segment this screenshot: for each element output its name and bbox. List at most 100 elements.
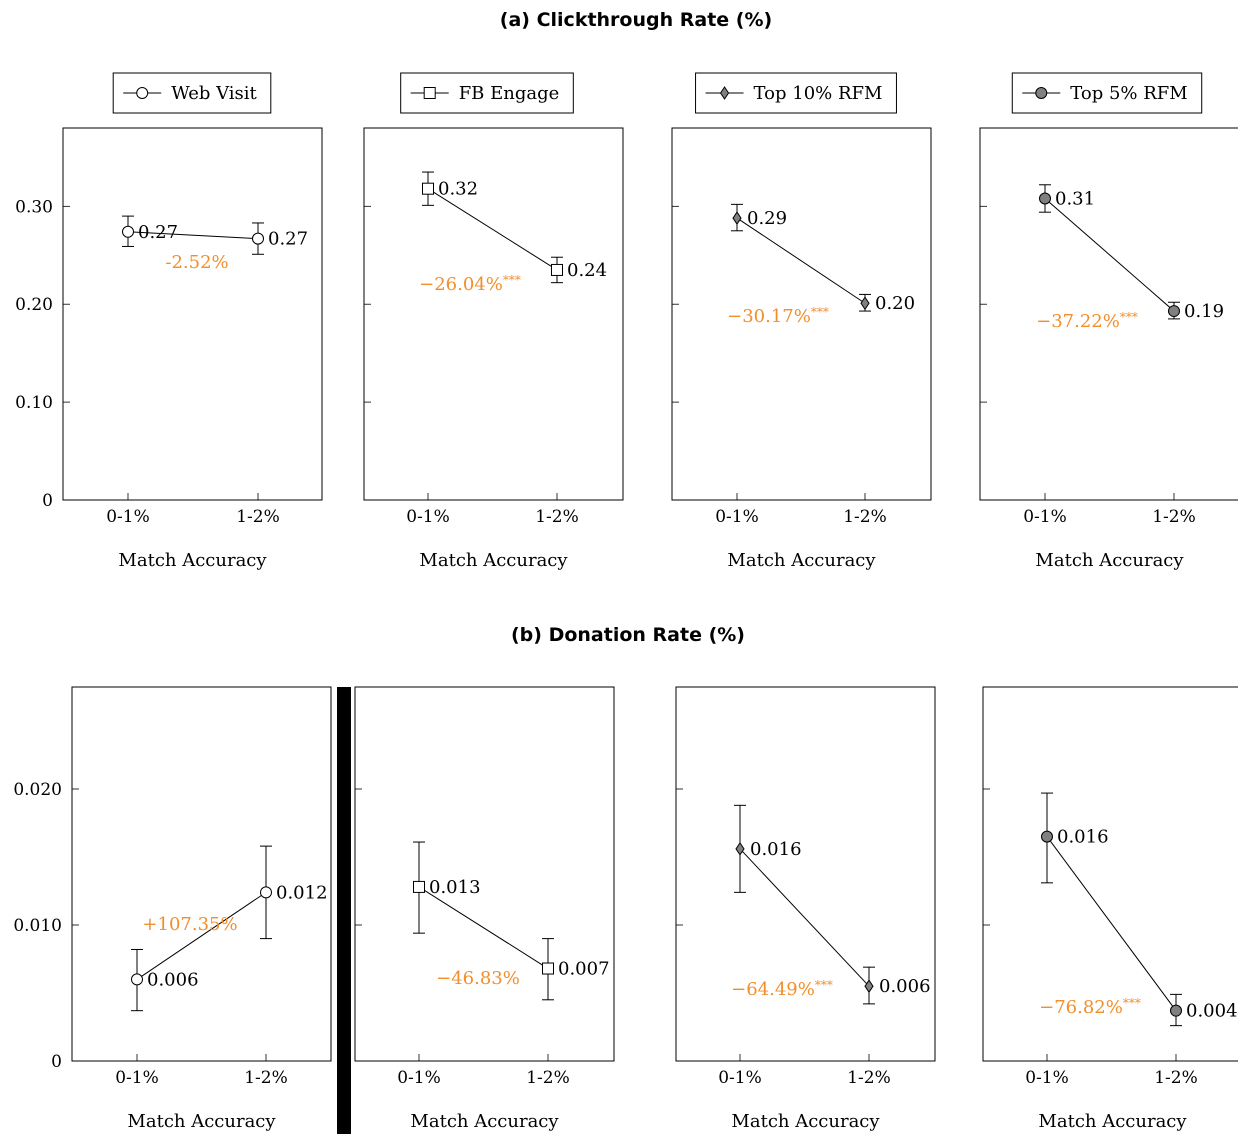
legend: Web Visit bbox=[112, 72, 272, 114]
data-value-label: 0.006 bbox=[879, 976, 931, 997]
percent-change-annotation: −37.22%*** bbox=[1036, 310, 1138, 332]
data-point bbox=[1041, 830, 1053, 843]
data-value-label: 0.006 bbox=[147, 969, 199, 990]
percent-change-annotation: −76.82%*** bbox=[1039, 996, 1141, 1018]
data-value-label: 0.19 bbox=[1184, 301, 1224, 322]
plot-frame bbox=[979, 127, 1238, 501]
data-point bbox=[252, 232, 264, 245]
data-point bbox=[131, 973, 143, 986]
percent-change-annotation: −30.17%*** bbox=[727, 305, 829, 327]
y-tick-label: 0 bbox=[42, 491, 53, 511]
data-point bbox=[542, 962, 554, 975]
x-axis-label: Match Accuracy bbox=[118, 550, 267, 571]
legend-marker bbox=[136, 87, 149, 99]
series-line bbox=[127, 231, 259, 240]
x-axis-label: Match Accuracy bbox=[1035, 550, 1184, 571]
data-point bbox=[860, 296, 870, 311]
data-point bbox=[1170, 1004, 1182, 1017]
legend: FB Engage bbox=[400, 72, 574, 114]
x-axis-label: Match Accuracy bbox=[727, 550, 876, 571]
panel-6: 0-1% 1-2% Match Accuracy 0.013 0.007 −46.83% bbox=[354, 686, 615, 1132]
percent-change-annotation: -2.52% bbox=[165, 252, 228, 273]
y-tick-label: 0.30 bbox=[15, 197, 53, 217]
series-line bbox=[739, 848, 870, 987]
x-tick-label: 1-2% bbox=[236, 507, 280, 527]
data-value-label: 0.013 bbox=[429, 877, 481, 898]
x-tick-label: 1-2% bbox=[526, 1068, 570, 1088]
x-tick-label: 1-2% bbox=[1154, 1068, 1198, 1088]
x-axis-label: Match Accuracy bbox=[419, 550, 568, 571]
y-tick-label: 0.10 bbox=[15, 393, 53, 413]
legend-marker bbox=[719, 86, 730, 100]
data-value-label: 0.007 bbox=[558, 959, 610, 980]
series-line bbox=[1044, 198, 1175, 312]
panel-4: 0-1% 1-2% Match Accuracy 0.31 0.19 −37.22%***… bbox=[979, 72, 1238, 571]
legend: Top 10% RFM bbox=[695, 72, 897, 114]
plot-frame bbox=[354, 686, 615, 1062]
data-value-label: 0.016 bbox=[750, 839, 802, 860]
data-point bbox=[735, 841, 745, 856]
y-tick-label: 0 bbox=[51, 1052, 62, 1072]
x-axis-label: Match Accuracy bbox=[127, 1111, 276, 1132]
plot-frame bbox=[62, 127, 323, 501]
x-axis-label: Match Accuracy bbox=[731, 1111, 880, 1132]
percent-change-annotation: +107.35% bbox=[142, 914, 237, 935]
black-separator-bar bbox=[337, 687, 351, 1134]
series-line bbox=[736, 217, 866, 304]
data-value-label: 0.24 bbox=[567, 260, 607, 281]
data-value-label: 0.29 bbox=[747, 208, 787, 229]
data-value-label: 0.27 bbox=[268, 229, 308, 250]
plot-frame bbox=[675, 686, 936, 1062]
data-point bbox=[1168, 305, 1180, 318]
legend: Top 5% RFM bbox=[1011, 72, 1203, 114]
legend-label: Top 5% RFM bbox=[1070, 83, 1187, 104]
percent-change-annotation: −46.83% bbox=[436, 968, 520, 989]
percent-change-annotation: −64.49%*** bbox=[731, 978, 833, 1000]
data-point bbox=[1039, 192, 1051, 205]
y-tick-label: 0.020 bbox=[13, 780, 62, 800]
series-line bbox=[1046, 836, 1177, 1011]
plot-frame bbox=[671, 127, 932, 501]
legend-marker bbox=[1035, 87, 1048, 99]
data-point bbox=[422, 182, 434, 195]
x-tick-label: 1-2% bbox=[847, 1068, 891, 1088]
bottom-section-title: (b) Donation Rate (%) bbox=[511, 624, 745, 646]
x-axis-label: Match Accuracy bbox=[410, 1111, 559, 1132]
data-value-label: 0.20 bbox=[875, 293, 915, 314]
panel-2: 0-1% 1-2% Match Accuracy 0.32 0.24 −26.04%***… bbox=[363, 72, 624, 571]
legend-label: Web Visit bbox=[171, 83, 257, 104]
legend-label: Top 10% RFM bbox=[754, 83, 883, 104]
data-point bbox=[864, 979, 874, 994]
data-point bbox=[260, 886, 272, 899]
panel-3: 0-1% 1-2% Match Accuracy 0.29 0.20 −30.17%***… bbox=[671, 72, 932, 571]
data-value-label: 0.004 bbox=[1186, 1001, 1238, 1022]
percent-change-annotation: −26.04%*** bbox=[419, 273, 521, 295]
x-tick-label: 1-2% bbox=[843, 507, 887, 527]
x-axis-label: Match Accuracy bbox=[1038, 1111, 1187, 1132]
panel-1: 0 0.10 0.20 0.30 0-1% 1-2% Match Accuracy 0.27 0… bbox=[15, 72, 323, 571]
data-point bbox=[551, 263, 563, 276]
series-line bbox=[418, 886, 549, 969]
x-tick-label: 1-2% bbox=[535, 507, 579, 527]
series-line bbox=[136, 891, 267, 980]
x-tick-label: 0-1% bbox=[718, 1068, 762, 1088]
plot-frame bbox=[71, 686, 332, 1062]
top-section-title: (a) Clickthrough Rate (%) bbox=[500, 9, 772, 31]
x-tick-label: 1-2% bbox=[244, 1068, 288, 1088]
legend-marker bbox=[423, 87, 436, 99]
data-value-label: 0.016 bbox=[1057, 827, 1109, 848]
data-value-label: 0.31 bbox=[1055, 188, 1095, 209]
x-tick-label: 0-1% bbox=[715, 507, 759, 527]
legend-label: FB Engage bbox=[459, 83, 560, 104]
y-tick-label: 0.20 bbox=[15, 295, 53, 315]
x-tick-label: 0-1% bbox=[106, 507, 150, 527]
data-point bbox=[732, 211, 742, 225]
data-value-label: 0.27 bbox=[138, 222, 178, 243]
panel-8: 0-1% 1-2% Match Accuracy 0.016 0.004 −76.82%*… bbox=[982, 686, 1238, 1132]
x-tick-label: 0-1% bbox=[115, 1068, 159, 1088]
x-tick-label: 0-1% bbox=[406, 507, 450, 527]
plot-frame bbox=[982, 686, 1238, 1062]
data-point bbox=[122, 225, 134, 238]
data-value-label: 0.32 bbox=[438, 179, 478, 200]
